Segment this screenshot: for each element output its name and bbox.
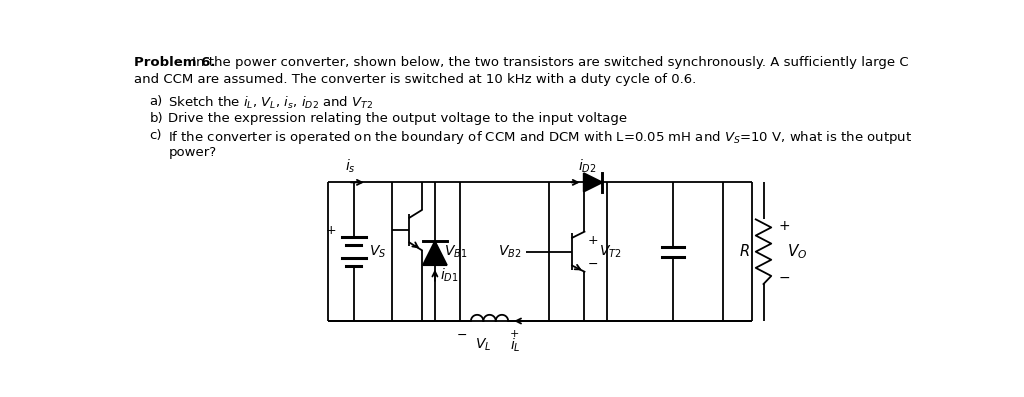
Text: power?: power? (168, 146, 216, 159)
Text: $V_{B1}$: $V_{B1}$ (444, 243, 468, 260)
Text: b): b) (150, 112, 163, 125)
Polygon shape (584, 173, 602, 192)
Text: $i_{D1}$: $i_{D1}$ (439, 266, 458, 284)
Text: R: R (739, 244, 750, 259)
Text: $i_L$: $i_L$ (510, 336, 520, 354)
Text: $V_L$: $V_L$ (475, 336, 492, 353)
Text: $V_{T2}$: $V_{T2}$ (599, 243, 622, 260)
Text: $i_s$: $i_s$ (345, 158, 355, 175)
Text: +: + (588, 234, 598, 247)
Text: c): c) (150, 129, 162, 142)
Text: $i_{D2}$: $i_{D2}$ (578, 158, 596, 175)
Text: $V_S$: $V_S$ (369, 243, 386, 260)
Text: Drive the expression relating the output voltage to the input voltage: Drive the expression relating the output… (168, 112, 628, 125)
Text: In the power converter, shown below, the two transistors are switched synchronou: In the power converter, shown below, the… (187, 56, 908, 69)
Text: $V_O$: $V_O$ (786, 242, 807, 261)
Text: −: − (779, 271, 791, 285)
Text: −: − (457, 329, 467, 342)
Text: If the converter is operated on the boundary of CCM and DCM with L=0.05 mH and $: If the converter is operated on the boun… (168, 129, 912, 146)
Polygon shape (423, 241, 446, 265)
Text: Problem 6.: Problem 6. (134, 56, 216, 69)
Text: +: + (326, 224, 336, 237)
Text: and CCM are assumed. The converter is switched at 10 kHz with a duty cycle of 0.: and CCM are assumed. The converter is sw… (134, 73, 696, 86)
Text: −: − (588, 258, 598, 270)
Text: Sketch the $i_L$, $V_L$, $i_s$, $i_{D2}$ and $V_{T2}$: Sketch the $i_L$, $V_L$, $i_s$, $i_{D2}$… (168, 95, 374, 112)
Text: +: + (510, 329, 519, 339)
Text: a): a) (150, 95, 163, 108)
Text: +: + (779, 218, 791, 233)
Text: $V_{B2}$: $V_{B2}$ (499, 243, 521, 260)
